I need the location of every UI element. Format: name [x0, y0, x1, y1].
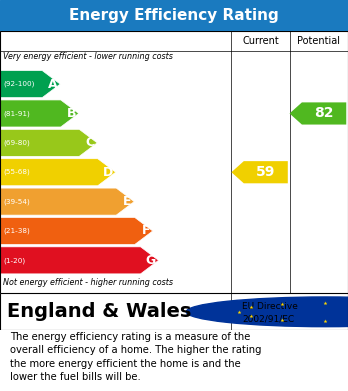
Text: C: C — [85, 136, 95, 149]
Text: Not energy efficient - higher running costs: Not energy efficient - higher running co… — [3, 278, 174, 287]
Text: B: B — [66, 107, 76, 120]
Text: 82: 82 — [314, 106, 334, 120]
Polygon shape — [0, 247, 159, 274]
Text: The energy efficiency rating is a measure of the
overall efficiency of a home. T: The energy efficiency rating is a measur… — [10, 332, 262, 382]
Text: E: E — [123, 195, 132, 208]
Circle shape — [186, 297, 348, 327]
Text: F: F — [142, 224, 150, 237]
Polygon shape — [231, 161, 288, 183]
Text: (1-20): (1-20) — [3, 257, 26, 264]
Polygon shape — [0, 70, 60, 98]
Text: 59: 59 — [256, 165, 276, 179]
Text: Current: Current — [242, 36, 279, 46]
Text: Very energy efficient - lower running costs: Very energy efficient - lower running co… — [3, 52, 173, 61]
Text: EU Directive: EU Directive — [242, 302, 298, 311]
Polygon shape — [290, 102, 346, 125]
Text: (21-38): (21-38) — [3, 228, 30, 234]
Text: (69-80): (69-80) — [3, 140, 30, 146]
Text: Energy Efficiency Rating: Energy Efficiency Rating — [69, 8, 279, 23]
Text: (55-68): (55-68) — [3, 169, 30, 176]
Polygon shape — [0, 188, 134, 215]
Text: G: G — [145, 254, 156, 267]
Text: 2002/91/EC: 2002/91/EC — [242, 315, 294, 324]
Text: Potential: Potential — [297, 36, 340, 46]
Text: (81-91): (81-91) — [3, 110, 30, 117]
Polygon shape — [0, 159, 116, 186]
Polygon shape — [0, 100, 79, 127]
Polygon shape — [0, 217, 153, 244]
Text: D: D — [103, 166, 113, 179]
Text: (39-54): (39-54) — [3, 198, 30, 205]
Polygon shape — [0, 129, 97, 156]
Text: (92-100): (92-100) — [3, 81, 35, 87]
Text: A: A — [48, 77, 57, 91]
Text: England & Wales: England & Wales — [7, 302, 191, 321]
